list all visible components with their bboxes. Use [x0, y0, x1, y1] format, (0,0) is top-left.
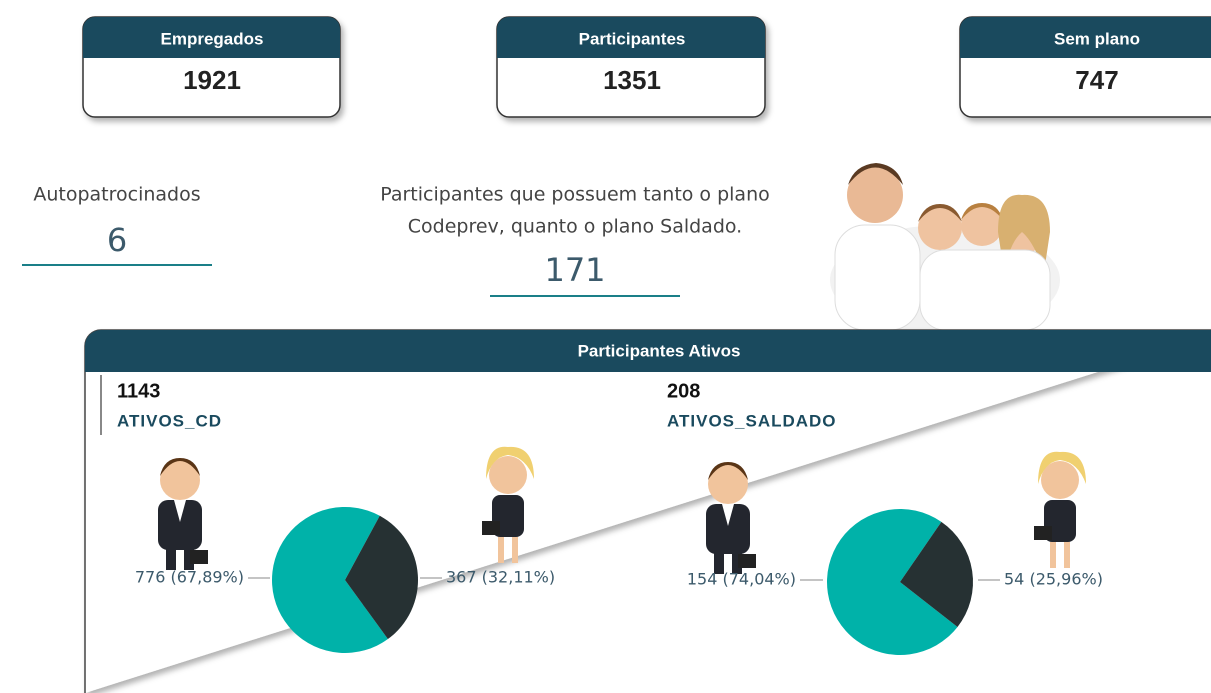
icon-part	[1064, 542, 1070, 568]
dashboard: Empregados 1921 Participantes 1351 Sem p…	[0, 0, 1211, 693]
chart-total: 1143	[117, 380, 160, 402]
card: Sem plano 747	[960, 17, 1211, 117]
icon-part	[1034, 526, 1052, 540]
page: Empregados 1921 Participantes 1351 Sem p…	[0, 0, 1211, 693]
data-label: 776 (67,89%)	[135, 568, 244, 587]
card-value: 1351	[603, 65, 661, 95]
kpi-label: Autopatrocinados	[33, 184, 200, 206]
card: Participantes 1351	[497, 17, 765, 117]
kpi-label: Participantes que possuem tanto o plano	[380, 184, 770, 206]
icon-part	[738, 554, 756, 568]
icon-part	[1050, 542, 1056, 568]
icon-part	[190, 550, 208, 564]
panel: Participantes Ativos	[85, 330, 1211, 693]
card-value: 747	[1075, 65, 1118, 95]
data-label: 154 (74,04%)	[687, 570, 796, 589]
icon-part	[498, 537, 504, 563]
chart-total: 208	[667, 380, 700, 402]
chart-title: ATIVOS_SALDADO	[667, 411, 837, 430]
card-label: Sem plano	[1054, 29, 1140, 48]
kpi-value: 6	[107, 221, 127, 259]
family-photo	[830, 163, 1060, 335]
icon-part	[482, 521, 500, 535]
kpi-value: 171	[544, 251, 605, 289]
data-label: 54 (25,96%)	[1004, 570, 1103, 589]
kpi-label: Codeprev, quanto o plano Saldado.	[408, 216, 742, 238]
chart-title: ATIVOS_CD	[117, 411, 222, 430]
icon-part	[512, 537, 518, 563]
card-label: Participantes	[579, 29, 686, 48]
card-label: Empregados	[161, 29, 264, 48]
data-label: 367 (32,11%)	[446, 568, 555, 587]
panel-title: Participantes Ativos	[578, 341, 741, 360]
card-value: 1921	[183, 65, 241, 95]
card: Empregados 1921	[83, 17, 340, 117]
